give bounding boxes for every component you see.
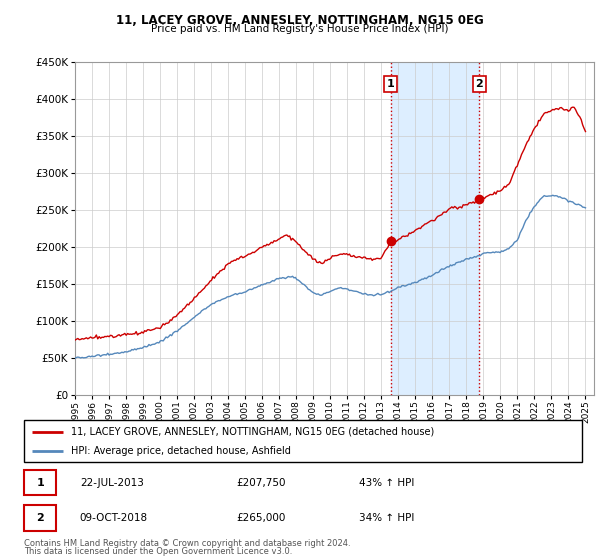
Text: £265,000: £265,000 bbox=[236, 514, 286, 523]
Bar bbox=[391, 62, 479, 395]
Text: 34% ↑ HPI: 34% ↑ HPI bbox=[359, 514, 414, 523]
Text: 11, LACEY GROVE, ANNESLEY, NOTTINGHAM, NG15 0EG: 11, LACEY GROVE, ANNESLEY, NOTTINGHAM, N… bbox=[116, 14, 484, 27]
Text: Price paid vs. HM Land Registry's House Price Index (HPI): Price paid vs. HM Land Registry's House … bbox=[151, 24, 449, 34]
Text: HPI: Average price, detached house, Ashfield: HPI: Average price, detached house, Ashf… bbox=[71, 446, 292, 456]
Text: 43% ↑ HPI: 43% ↑ HPI bbox=[359, 478, 414, 488]
Text: 1: 1 bbox=[387, 79, 395, 89]
Text: This data is licensed under the Open Government Licence v3.0.: This data is licensed under the Open Gov… bbox=[24, 547, 292, 556]
Text: 1: 1 bbox=[37, 478, 44, 488]
Bar bbox=[24, 470, 56, 496]
Text: 11, LACEY GROVE, ANNESLEY, NOTTINGHAM, NG15 0EG (detached house): 11, LACEY GROVE, ANNESLEY, NOTTINGHAM, N… bbox=[71, 427, 434, 437]
Text: 2: 2 bbox=[476, 79, 484, 89]
Text: Contains HM Land Registry data © Crown copyright and database right 2024.: Contains HM Land Registry data © Crown c… bbox=[24, 539, 350, 548]
Text: 2: 2 bbox=[37, 514, 44, 523]
Text: £207,750: £207,750 bbox=[236, 478, 286, 488]
Bar bbox=[24, 505, 56, 531]
Text: 09-OCT-2018: 09-OCT-2018 bbox=[80, 514, 148, 523]
Text: 22-JUL-2013: 22-JUL-2013 bbox=[80, 478, 143, 488]
